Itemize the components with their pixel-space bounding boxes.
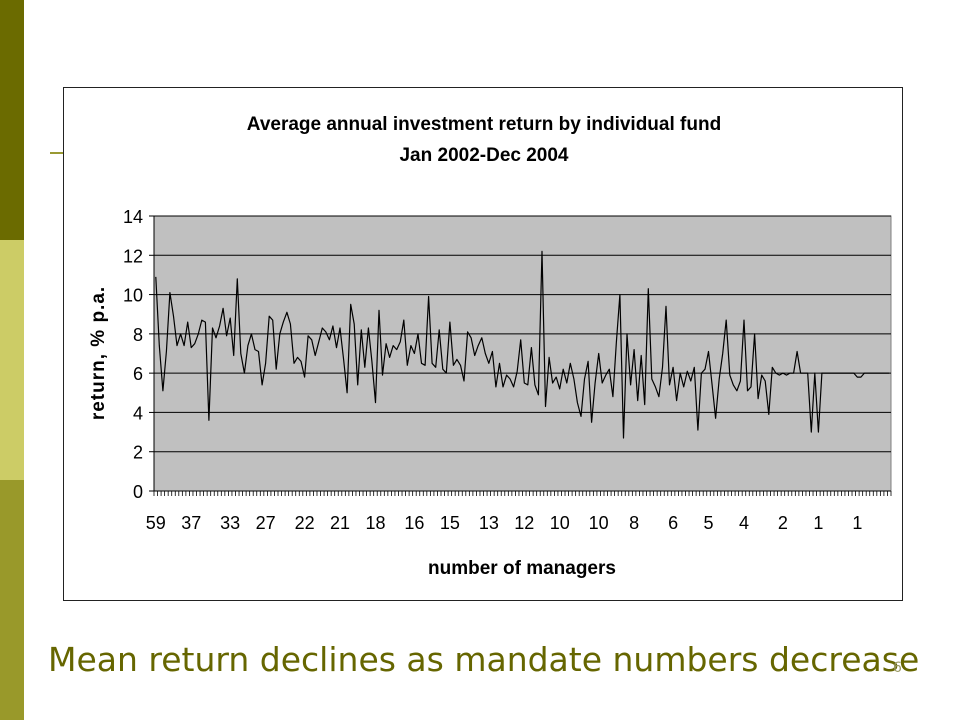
x-tick-label: 59: [146, 513, 166, 533]
x-tick-label: 21: [330, 513, 350, 533]
x-tick-label: 37: [181, 513, 201, 533]
slide-number: 6: [893, 660, 902, 676]
side-band-bottom: [0, 480, 24, 720]
x-tick-label: 10: [589, 513, 609, 533]
y-tick-label: 4: [133, 403, 143, 423]
chart-title: Average annual investment return by indi…: [247, 114, 721, 135]
x-tick-label: 27: [256, 513, 276, 533]
x-tick-label: 16: [404, 513, 424, 533]
line-chart: Average annual investment return by indi…: [88, 114, 892, 579]
x-tick-label: 5: [704, 513, 714, 533]
slide-caption: Mean return declines as mandate numbers …: [48, 640, 920, 679]
x-tick-label: 18: [365, 513, 385, 533]
chart-container: Average annual investment return by indi…: [63, 87, 903, 601]
x-tick-label: 4: [739, 513, 749, 533]
chart-subtitle: Jan 2002-Dec 2004: [399, 145, 568, 166]
x-axis-label: number of managers: [428, 558, 616, 579]
x-tick-label: 15: [440, 513, 460, 533]
x-tick-label: 10: [550, 513, 570, 533]
x-tick-label: 33: [220, 513, 240, 533]
x-tick-label: 8: [629, 513, 639, 533]
y-axis-label: return, % p.a.: [88, 286, 109, 420]
side-band-middle: [0, 240, 24, 480]
title-rule-decoration: [50, 152, 64, 154]
y-tick-label: 6: [133, 364, 143, 384]
x-tick-label: 6: [668, 513, 678, 533]
x-tick-label: 1: [852, 513, 862, 533]
y-tick-label: 10: [123, 286, 143, 306]
series-line: [155, 250, 890, 439]
side-band-top: [0, 0, 24, 240]
y-tick-label: 0: [133, 482, 143, 502]
x-tick-label: 2: [778, 513, 788, 533]
plot-background: [153, 215, 892, 492]
y-tick-label: 14: [123, 207, 143, 227]
y-tick-label: 8: [133, 325, 143, 345]
x-tick-label: 22: [295, 513, 315, 533]
x-tick-label: 1: [813, 513, 823, 533]
x-tick-label: 13: [479, 513, 499, 533]
x-tick-label: 12: [514, 513, 534, 533]
y-tick-label: 12: [123, 246, 143, 266]
y-tick-label: 2: [133, 443, 143, 463]
